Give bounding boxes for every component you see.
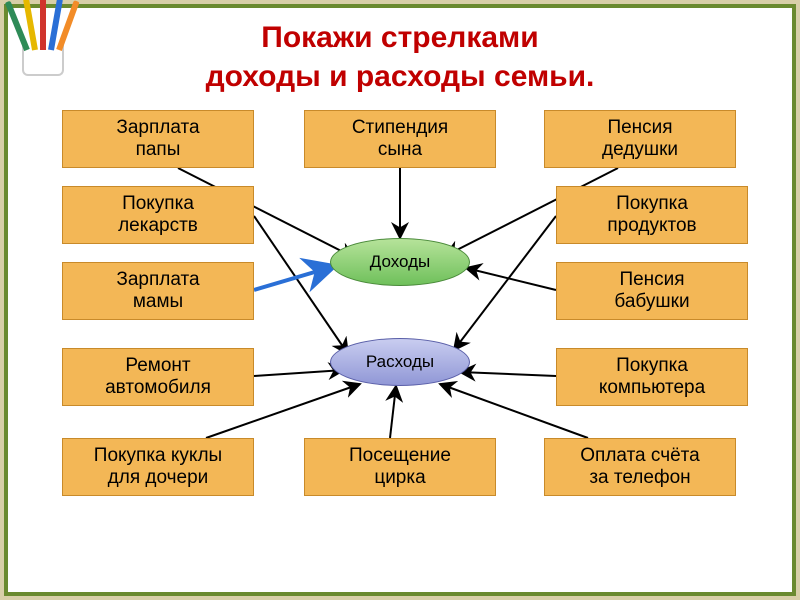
title-line-1: Покажи стрелками (0, 18, 800, 57)
item-box: Зарплатапапы (62, 110, 254, 168)
item-label: Зарплатапапы (116, 117, 199, 161)
pencil-holder-icon (8, 4, 78, 76)
item-label: Посещениецирка (349, 445, 451, 489)
item-box: Стипендиясына (304, 110, 496, 168)
item-label: Стипендиясына (352, 117, 448, 161)
item-box: Пенсиябабушки (556, 262, 748, 320)
item-box: Посещениецирка (304, 438, 496, 496)
item-box: Покупкалекарств (62, 186, 254, 244)
expense-oval: Расходы (330, 338, 470, 386)
pencil-icon (40, 0, 46, 50)
expense-label: Расходы (366, 352, 434, 372)
diagram-canvas: Зарплатапапы Стипендиясына Пенсиядедушки По… (0, 110, 800, 590)
arrow (454, 216, 556, 350)
income-oval: Доходы (330, 238, 470, 286)
income-label: Доходы (370, 252, 431, 272)
arrow (460, 372, 556, 376)
item-box: Оплата счётаза телефон (544, 438, 736, 496)
item-label: Пенсиябабушки (614, 269, 689, 313)
item-label: Оплата счётаза телефон (580, 445, 699, 489)
title-line-2: доходы и расходы семьи. (0, 57, 800, 96)
arrow (466, 268, 556, 290)
item-box: Покупкакомпьютера (556, 348, 748, 406)
arrow (254, 216, 348, 354)
item-box: Покупкапродуктов (556, 186, 748, 244)
arrow (254, 370, 344, 376)
item-label: Покупкакомпьютера (599, 355, 705, 399)
item-label: Ремонтавтомобиля (105, 355, 211, 399)
item-box: Пенсиядедушки (544, 110, 736, 168)
arrow (390, 386, 396, 438)
item-box: Зарплатамамы (62, 262, 254, 320)
item-label: Зарплатамамы (116, 269, 199, 313)
item-box: Покупка куклыдля дочери (62, 438, 254, 496)
page-title: Покажи стрелками доходы и расходы семьи. (0, 0, 800, 96)
item-box: Ремонтавтомобиля (62, 348, 254, 406)
item-label: Пенсиядедушки (602, 117, 678, 161)
item-label: Покупкапродуктов (607, 193, 696, 237)
item-label: Покупкалекарств (118, 193, 198, 237)
arrow (254, 266, 335, 290)
item-label: Покупка куклыдля дочери (94, 445, 222, 489)
